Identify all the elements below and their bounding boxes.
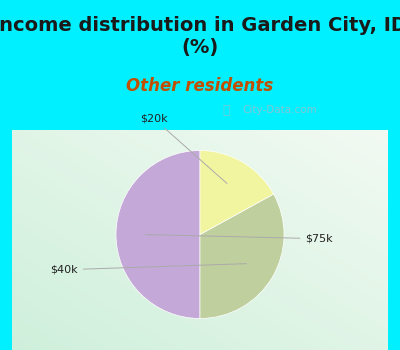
Text: $75k: $75k xyxy=(146,234,333,244)
Text: $20k: $20k xyxy=(140,114,227,183)
Text: ⓘ: ⓘ xyxy=(222,104,230,117)
Text: City-Data.com: City-Data.com xyxy=(243,105,317,115)
Text: Other residents: Other residents xyxy=(126,77,274,95)
Bar xyxy=(388,130,400,350)
Bar xyxy=(0,0,400,130)
Text: Income distribution in Garden City, ID
(%): Income distribution in Garden City, ID (… xyxy=(0,16,400,57)
Wedge shape xyxy=(200,150,274,234)
Wedge shape xyxy=(116,150,200,318)
Bar xyxy=(0,343,400,350)
Wedge shape xyxy=(200,194,284,318)
Bar xyxy=(0,130,12,350)
Text: $40k: $40k xyxy=(50,264,246,275)
